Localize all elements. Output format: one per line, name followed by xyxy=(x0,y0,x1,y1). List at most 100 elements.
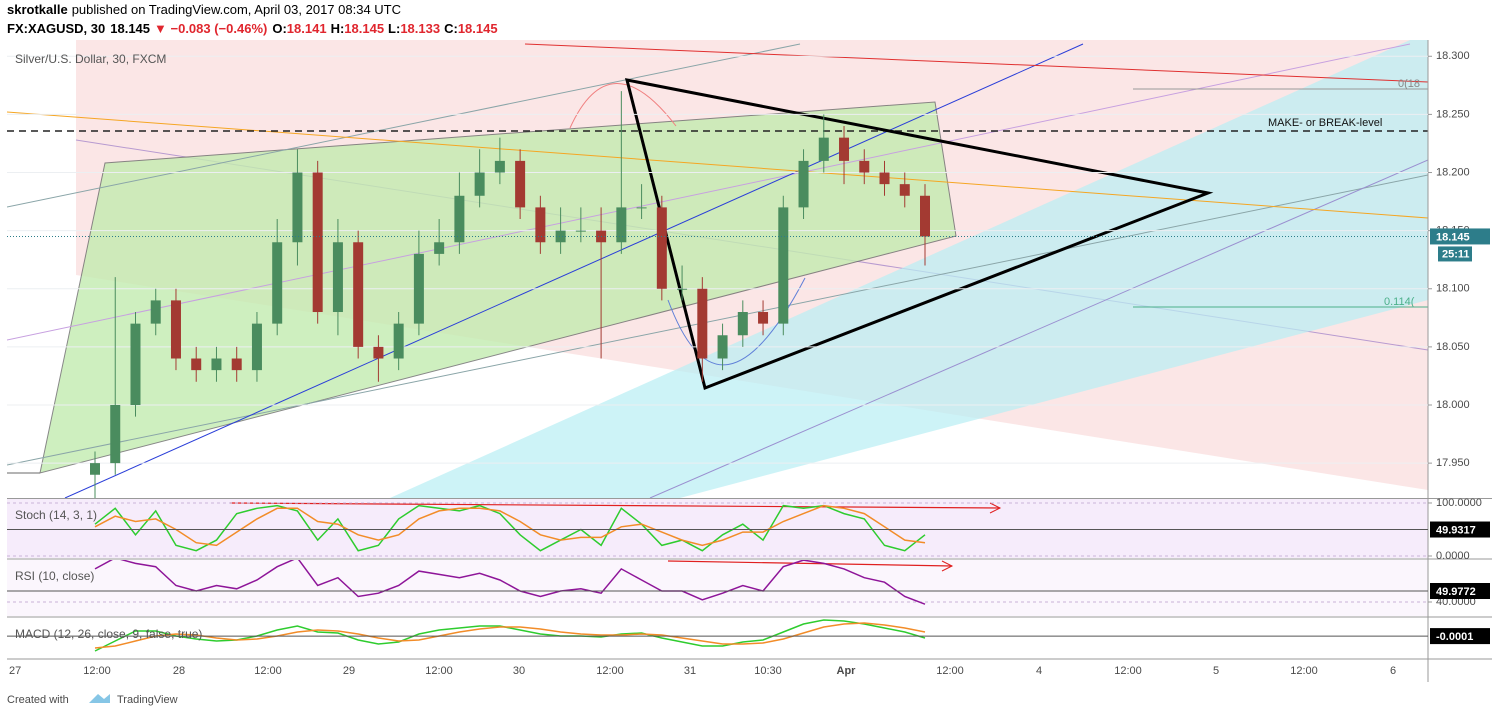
brand[interactable]: TradingView xyxy=(117,694,178,706)
countdown-box xyxy=(1438,246,1472,262)
x-tick-label: Apr xyxy=(837,665,857,677)
candle-body xyxy=(211,358,222,371)
candle-body xyxy=(839,137,850,161)
ohlc-value: 18.145 xyxy=(458,21,498,36)
arrow xyxy=(667,560,953,567)
candle-body xyxy=(656,207,667,289)
ohlc-key: H: xyxy=(331,21,345,36)
logo xyxy=(89,694,110,703)
indicator-line xyxy=(94,504,926,547)
candle-body xyxy=(90,463,100,475)
trend-line xyxy=(7,43,1411,341)
candle-body xyxy=(717,335,728,359)
pane xyxy=(7,55,1428,498)
candle-body xyxy=(535,207,546,243)
trend-line xyxy=(64,43,1084,498)
x-tick-label: 6 xyxy=(1390,665,1396,677)
candle-body xyxy=(677,288,688,290)
x-tick-label: 5 xyxy=(1213,665,1219,677)
annotation: 0(18 xyxy=(1398,78,1420,90)
candle-body xyxy=(393,323,404,359)
pane xyxy=(7,502,1428,557)
arrow-head xyxy=(989,502,1002,514)
candle-body xyxy=(272,242,283,324)
y-tick-label: 17.950 xyxy=(1436,457,1470,469)
candle-body xyxy=(737,312,748,336)
candle-body xyxy=(191,358,202,371)
x-tick-label: 10:30 xyxy=(754,665,782,677)
candle-body xyxy=(454,195,465,243)
candle-body xyxy=(758,312,769,324)
candle-body xyxy=(920,195,930,237)
y-tick-label: 0.0000 xyxy=(1436,550,1470,562)
y-tick-label: 18.050 xyxy=(1436,341,1470,353)
arc xyxy=(569,83,677,129)
candle-body xyxy=(474,172,485,196)
green-channel xyxy=(39,101,957,474)
y-tick-label: 18.000 xyxy=(1436,399,1470,411)
x-tick-label: 28 xyxy=(173,665,185,677)
author: skrotkalle xyxy=(7,2,68,17)
x-tick-label: 27 xyxy=(9,665,21,677)
symbol-line: FX:XAGUSD, 30 18.145 ▼ −0.083 (−0.46%) O:18… xyxy=(7,21,498,36)
candle-body xyxy=(110,405,121,464)
candle-body xyxy=(150,300,161,324)
last-value-label: 18.145 xyxy=(1436,231,1470,243)
candle-body xyxy=(332,242,343,313)
last-value-box xyxy=(1430,628,1490,645)
x-tick-label: 31 xyxy=(684,665,696,677)
trend-line xyxy=(649,159,1428,498)
symbol: FX:XAGUSD, 30 xyxy=(7,21,105,36)
last-value-box xyxy=(1430,583,1490,600)
candle-body xyxy=(434,242,445,254)
indicator-line xyxy=(94,622,926,649)
ohlc-value: 18.145 xyxy=(344,21,384,36)
candle-body xyxy=(778,207,789,324)
drawings xyxy=(7,40,1428,498)
y-tick-label: 100.0000 xyxy=(1436,497,1482,509)
candle-body xyxy=(859,160,870,173)
rsi-band xyxy=(7,560,1428,616)
last-value-box xyxy=(1430,521,1490,538)
ohlc-value: 18.133 xyxy=(400,21,440,36)
candle-body xyxy=(413,253,424,324)
x-tick-label: 12:00 xyxy=(425,665,453,677)
ohlc-key: C: xyxy=(444,21,458,36)
ohlc-key: L: xyxy=(388,21,400,36)
candle-body xyxy=(515,160,526,208)
y-tick-label: 18.300 xyxy=(1436,50,1470,62)
footer-text: Created with xyxy=(7,694,69,706)
countdown: 25:11 xyxy=(1442,248,1470,260)
y-tick-label: 18.250 xyxy=(1436,108,1470,120)
annotation: MAKE- or BREAK-level xyxy=(1268,117,1382,129)
candle-body xyxy=(899,184,910,196)
x-tick-label: 12:00 xyxy=(1114,665,1142,677)
candle-body xyxy=(555,230,566,243)
published: published on TradingView.com, April 03, … xyxy=(72,2,401,17)
candle-body xyxy=(494,160,505,173)
x-tick-label: 29 xyxy=(343,665,355,677)
last-value-label: 49.9317 xyxy=(1436,524,1476,536)
pane-title: RSI (10, close) xyxy=(15,569,94,583)
candle-body xyxy=(697,288,708,359)
pane-title: MACD (12, 26, close, 9, false, true) xyxy=(15,627,202,641)
last-value-box xyxy=(1430,228,1490,245)
candle-body xyxy=(798,160,809,208)
change: ▼ −0.083 (−0.46%) xyxy=(154,21,267,36)
candle-body xyxy=(312,172,323,313)
candle-body xyxy=(616,207,627,243)
y-tick-label: 18.200 xyxy=(1436,166,1470,178)
arrow-head xyxy=(941,560,954,572)
arrow xyxy=(229,502,1001,509)
x-tick-label: 12:00 xyxy=(596,665,624,677)
pane-title: Stoch (14, 3, 1) xyxy=(15,508,97,522)
candle-body xyxy=(251,323,262,371)
candle-body xyxy=(130,323,141,406)
x-tick-label: 12:00 xyxy=(936,665,964,677)
candle-body xyxy=(353,242,364,347)
trend-line xyxy=(524,43,1428,83)
legend-entry: Silver/U.S. Dollar, 30, FXCM xyxy=(15,52,166,66)
stoch-band xyxy=(7,499,1428,558)
indicator-line xyxy=(94,504,926,552)
